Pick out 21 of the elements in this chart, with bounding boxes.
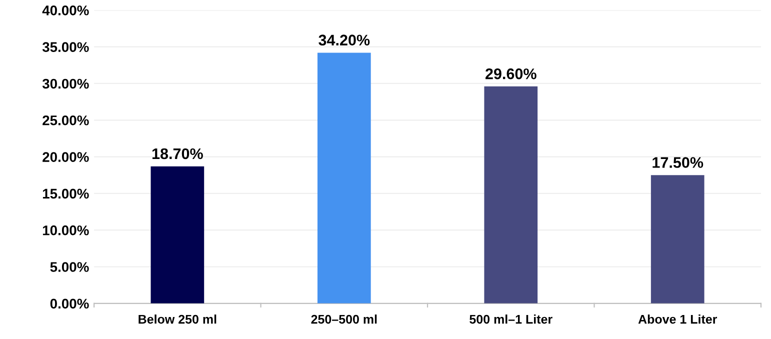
bar xyxy=(150,166,204,304)
bar xyxy=(317,52,371,304)
x-tick-label: 250–500 ml xyxy=(311,314,377,324)
data-label: 18.70% xyxy=(152,148,203,160)
x-tick-label: Below 250 ml xyxy=(138,314,216,324)
data-label: 29.60% xyxy=(486,68,536,80)
y-tick-label: 35.00% xyxy=(42,42,89,52)
bar xyxy=(650,175,704,304)
y-tick-label: 15.00% xyxy=(42,188,89,199)
y-tick-label: 30.00% xyxy=(42,78,89,89)
x-tick-label: 500 ml–1 Liter xyxy=(470,314,552,324)
data-label: 34.20% xyxy=(318,34,370,46)
y-tick-label: 0.00% xyxy=(50,298,89,309)
x-tick-label: Above 1 Liter xyxy=(638,314,718,324)
y-tick-label: 25.00% xyxy=(42,115,89,126)
y-tick-label: 5.00% xyxy=(50,262,89,272)
y-tick-label: 10.00% xyxy=(42,225,89,236)
y-tick-label: 20.00% xyxy=(42,152,89,162)
data-label: 17.50% xyxy=(652,157,704,168)
bar xyxy=(484,86,538,304)
y-tick-label: 40.00% xyxy=(42,6,89,16)
